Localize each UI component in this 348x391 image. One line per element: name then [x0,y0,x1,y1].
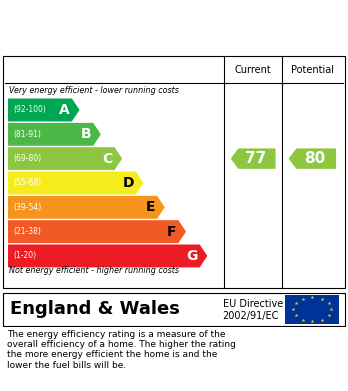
Text: C: C [103,152,113,166]
Polygon shape [8,244,207,267]
Polygon shape [231,149,276,169]
Text: 80: 80 [304,151,325,166]
Polygon shape [8,147,122,170]
Text: 77: 77 [245,151,266,166]
Text: E: E [146,200,155,214]
Polygon shape [8,172,143,194]
Text: (69-80): (69-80) [13,154,41,163]
Text: 2002/91/EC: 2002/91/EC [223,312,279,321]
Text: England & Wales: England & Wales [10,300,180,318]
Polygon shape [8,196,165,219]
Text: G: G [187,249,198,263]
Text: (39-54): (39-54) [13,203,41,212]
Text: EU Directive: EU Directive [223,299,283,309]
Text: The energy efficiency rating is a measure of the
overall efficiency of a home. T: The energy efficiency rating is a measur… [7,330,236,370]
Polygon shape [8,123,101,146]
Text: Very energy efficient - lower running costs: Very energy efficient - lower running co… [9,86,179,95]
Text: B: B [81,127,92,141]
Text: F: F [167,224,177,239]
Text: Not energy efficient - higher running costs: Not energy efficient - higher running co… [9,266,179,275]
Text: (21-38): (21-38) [13,227,41,236]
Text: (55-68): (55-68) [13,178,41,187]
Text: D: D [122,176,134,190]
Text: A: A [60,103,70,117]
Text: (81-91): (81-91) [13,130,41,139]
Text: Current: Current [235,65,271,75]
Polygon shape [8,99,80,122]
Text: (1-20): (1-20) [13,251,36,260]
Text: Energy Efficiency Rating: Energy Efficiency Rating [10,17,239,35]
Bar [285,295,339,324]
Polygon shape [288,149,336,169]
Text: (92-100): (92-100) [13,106,46,115]
Polygon shape [8,220,186,243]
Text: Potential: Potential [291,65,334,75]
